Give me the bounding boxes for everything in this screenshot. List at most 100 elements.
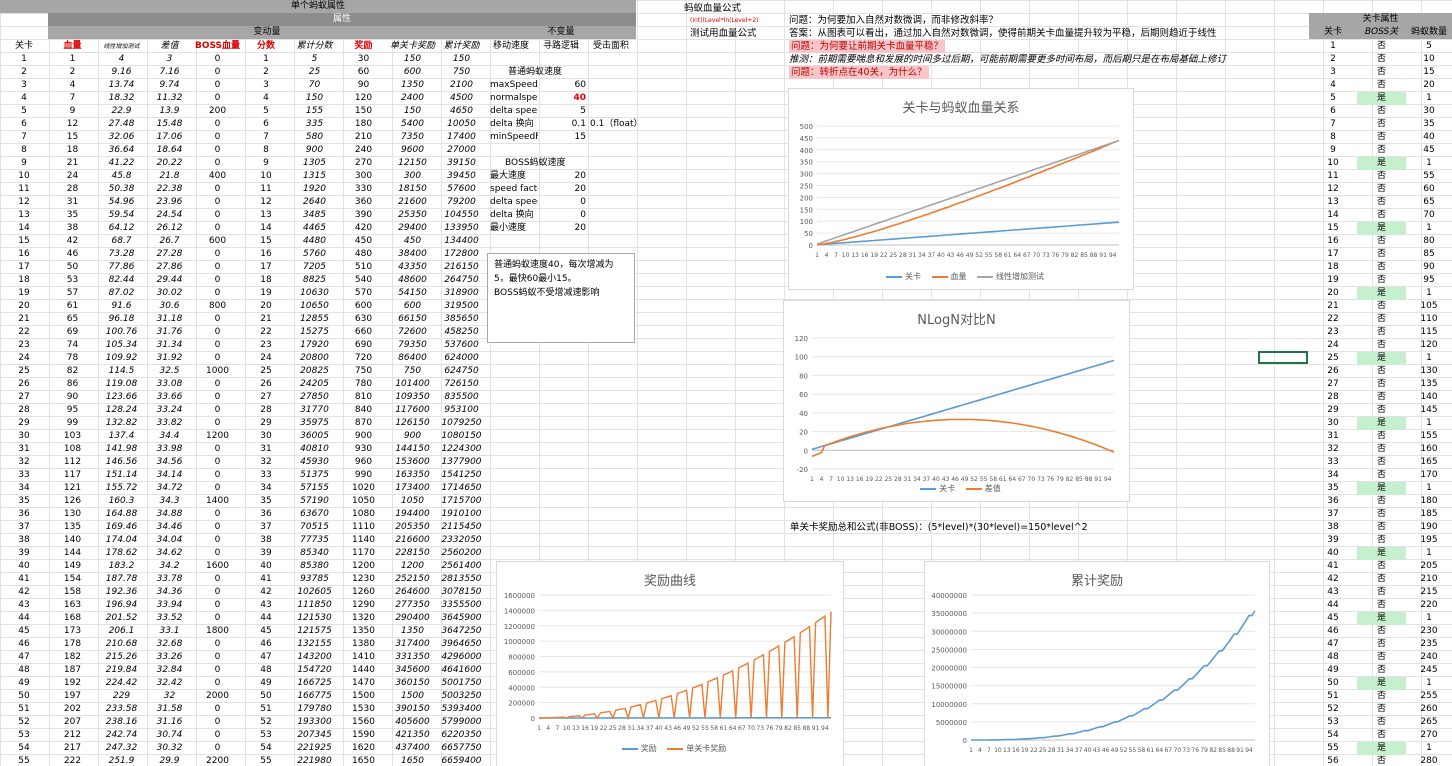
table-cell[interactable]: 600 [388,300,437,313]
right-table-cell[interactable]: 否 [1357,378,1406,391]
right-table-cell[interactable]: 215 [1406,586,1452,599]
table-cell[interactable]: 33.1 [146,625,193,638]
table-cell[interactable]: 48600 [388,274,437,287]
table-cell[interactable]: 221925 [290,742,339,755]
table-cell[interactable]: 22 [0,326,48,339]
table-cell[interactable]: 34.36 [146,586,193,599]
table-cell[interactable]: 111850 [290,599,339,612]
table-cell[interactable]: 63670 [290,508,339,521]
table-cell[interactable]: 20 [0,300,48,313]
table-cell[interactable]: 172800 [437,248,486,261]
table-cell[interactable]: 400 [193,170,242,183]
right-table-cell[interactable]: 165 [1406,456,1452,469]
right-table-cell[interactable]: 44 [1309,599,1357,612]
table-cell[interactable]: 21 [48,157,97,170]
param-name[interactable]: delta spee [490,105,538,118]
table-cell[interactable]: 1050 [388,495,437,508]
table-cell[interactable]: 109350 [388,391,437,404]
table-cell[interactable]: 5001750 [437,677,486,690]
table-cell[interactable]: 8825 [290,274,339,287]
table-cell[interactable]: 31.92 [146,352,193,365]
right-table-cell[interactable]: 11 [1309,170,1357,183]
param-value[interactable]: 15 [538,131,586,144]
right-table-cell[interactable]: 160 [1406,443,1452,456]
param-value[interactable]: 20 [538,170,586,183]
right-table-cell[interactable]: 2 [1309,53,1357,66]
table-cell[interactable]: 750 [339,365,388,378]
table-cell[interactable]: 726150 [437,378,486,391]
right-table-cell[interactable]: 7 [1309,118,1357,131]
right-table-cell[interactable]: 是 [1357,222,1406,235]
table-cell[interactable]: 21 [0,313,48,326]
table-cell[interactable]: 930 [339,443,388,456]
selected-cell[interactable] [1258,351,1308,364]
right-table-cell[interactable]: 否 [1357,495,1406,508]
param-value[interactable]: 40 [538,92,586,105]
table-cell[interactable]: 0 [193,586,242,599]
table-cell[interactable]: 30 [339,53,388,66]
table-cell[interactable]: 117600 [388,404,437,417]
table-cell[interactable]: 155 [290,105,339,118]
right-table-cell[interactable]: 否 [1357,365,1406,378]
table-cell[interactable]: 37 [0,521,48,534]
table-row[interactable]: 9 21 41.22 20.22 0 9 1305 270 12150 39150 [0,157,486,170]
table-cell[interactable]: 27.86 [146,261,193,274]
right-table-cell[interactable]: 46 [1309,625,1357,638]
table-cell[interactable]: 183.2 [97,560,146,573]
table-row[interactable]: 19 57 87.02 30.02 0 19 10630 570 54150 318900 [0,287,486,300]
table-cell[interactable]: 10630 [290,287,339,300]
table-cell[interactable]: 0 [193,521,242,534]
table-cell[interactable]: 6657750 [437,742,486,755]
table-cell[interactable]: 54.96 [97,196,146,209]
table-cell[interactable]: 900 [290,144,339,157]
table-cell[interactable]: 10 [0,170,48,183]
table-cell[interactable]: 2640 [290,196,339,209]
table-cell[interactable]: 130 [48,508,97,521]
right-table-cell[interactable]: 47 [1309,638,1357,651]
table-cell[interactable]: 34.46 [146,521,193,534]
table-cell[interactable]: 1714650 [437,482,486,495]
right-table-cell[interactable]: 10 [1309,157,1357,170]
table-cell[interactable]: 207 [48,716,97,729]
right-table-cell[interactable]: 120 [1406,339,1452,352]
table-cell[interactable]: 48 [242,664,290,677]
right-table-cell[interactable]: 240 [1406,651,1452,664]
table-row[interactable]: 16 46 73.28 27.28 0 16 5760 480 38400 172800 [0,248,486,261]
right-table-cell[interactable]: 170 [1406,469,1452,482]
table-cell[interactable]: 7 [48,92,97,105]
right-table-cell[interactable]: 是 [1357,612,1406,625]
table-cell[interactable]: 31.34 [146,339,193,352]
right-table-cell[interactable]: 45 [1406,144,1452,157]
table-row[interactable]: 7 15 32.06 17.06 0 7 580 210 7350 17400 [0,131,486,144]
table-cell[interactable]: 60 [339,66,388,79]
table-cell[interactable]: 450 [339,235,388,248]
table-cell[interactable]: 30 [0,430,48,443]
table-cell[interactable]: 0 [193,716,242,729]
table-cell[interactable]: 800 [193,300,242,313]
table-cell[interactable]: 30.32 [146,742,193,755]
table-row[interactable]: 11 28 50.38 22.38 0 11 1920 330 18150 57600 [0,183,486,196]
table-cell[interactable]: 46 [242,638,290,651]
table-cell[interactable]: 19 [0,287,48,300]
table-cell[interactable]: 18 [242,274,290,287]
table-cell[interactable]: 0 [193,92,242,105]
table-row[interactable]: 1 1 4 3 0 1 5 30 150 150 [0,53,486,66]
param-value[interactable]: 5 [538,105,586,118]
table-cell[interactable]: 39150 [437,157,486,170]
table-cell[interactable]: 53 [0,729,48,742]
table-cell[interactable]: 0 [193,456,242,469]
table-cell[interactable]: 132.82 [97,417,146,430]
table-cell[interactable]: 50 [48,261,97,274]
table-cell[interactable]: 1080 [339,508,388,521]
table-cell[interactable]: 27000 [437,144,486,157]
table-cell[interactable]: 146.56 [97,456,146,469]
table-cell[interactable]: 86 [48,378,97,391]
table-cell[interactable]: 1910100 [437,508,486,521]
table-cell[interactable]: 0 [193,482,242,495]
right-table-cell[interactable]: 否 [1357,716,1406,729]
table-cell[interactable]: 0 [193,612,242,625]
table-cell[interactable]: 149 [48,560,97,573]
table-cell[interactable]: 35 [242,495,290,508]
table-cell[interactable]: 1224300 [437,443,486,456]
right-table-cell[interactable]: 否 [1357,170,1406,183]
